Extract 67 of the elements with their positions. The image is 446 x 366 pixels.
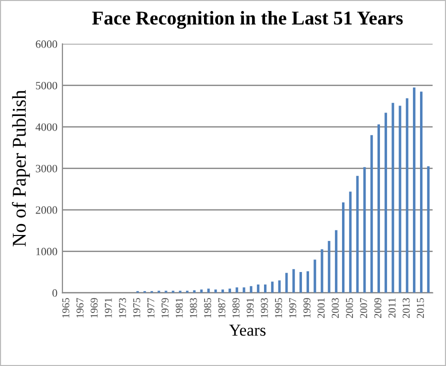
bar	[271, 282, 274, 293]
x-tick-label: 2011	[388, 298, 396, 318]
x-tick-label: 1967	[76, 298, 84, 318]
y-tick-label: 4000	[36, 123, 58, 131]
bar	[370, 135, 373, 293]
bar	[420, 92, 423, 293]
bar	[256, 284, 260, 293]
bar	[427, 166, 430, 293]
bar	[334, 230, 338, 293]
bar	[306, 271, 310, 293]
bar	[250, 286, 252, 293]
x-tick-label: 2013	[402, 298, 410, 318]
bar	[328, 240, 330, 293]
y-tick-label: 0	[52, 289, 58, 297]
x-tick-label: 1971	[104, 298, 112, 318]
x-tick-label: 1969	[90, 298, 98, 318]
x-tick-label: 1985	[204, 298, 212, 318]
y-tick-label: 2000	[36, 206, 58, 214]
x-tick-label: 2009	[374, 298, 382, 318]
bar	[363, 167, 366, 293]
bar	[236, 287, 238, 293]
bar	[342, 202, 345, 293]
bar	[278, 280, 281, 293]
bar	[406, 98, 408, 293]
y-tick-label: 5000	[36, 82, 58, 90]
y-tick-label: 3000	[36, 164, 58, 172]
bar	[292, 269, 295, 293]
x-tick-label: 1973	[119, 298, 126, 318]
bar	[377, 124, 380, 293]
bar	[384, 112, 388, 293]
x-tick-label: 1975	[133, 298, 140, 318]
y-tick-label: 1000	[36, 248, 58, 256]
bar	[299, 272, 302, 293]
bar	[207, 288, 210, 293]
x-tick-label: 2003	[332, 298, 339, 318]
x-tick-label: 1987	[218, 298, 226, 318]
x-tick-label: 1977	[147, 298, 154, 318]
x-axis-title: Years	[229, 324, 266, 336]
x-tick-label: 1989	[232, 298, 240, 318]
bar	[392, 102, 394, 293]
bar	[412, 87, 416, 293]
x-tick-label: 1999	[303, 298, 310, 318]
x-tick-label: 1965	[62, 298, 70, 318]
bar	[228, 288, 232, 293]
x-tick-label: 1979	[162, 298, 169, 318]
x-tick-label: 1995	[275, 298, 282, 318]
x-tick-label: 1993	[260, 298, 268, 318]
bar	[264, 284, 266, 293]
x-tick-label: 1997	[289, 298, 296, 318]
x-tick-label: 1981	[176, 298, 183, 318]
x-tick-label: 1991	[246, 298, 254, 318]
bar	[349, 192, 352, 293]
y-tick-label: 6000	[36, 40, 58, 48]
x-tick-label: 1983	[190, 298, 197, 318]
y-axis-title: No of Paper Publish	[12, 90, 30, 246]
bar	[356, 176, 359, 293]
bar	[314, 260, 316, 293]
x-tick-label: 2005	[346, 298, 353, 318]
x-tick-label: 2007	[360, 298, 368, 318]
x-tick-label: 2001	[318, 298, 325, 318]
x-tick-label: 2015	[416, 298, 424, 318]
bar	[242, 287, 246, 293]
bar	[285, 272, 288, 293]
bar	[214, 289, 217, 293]
bar	[200, 289, 203, 293]
bar	[221, 289, 224, 293]
chart-title: Face Recognition in the Last 51 Years	[92, 10, 403, 29]
